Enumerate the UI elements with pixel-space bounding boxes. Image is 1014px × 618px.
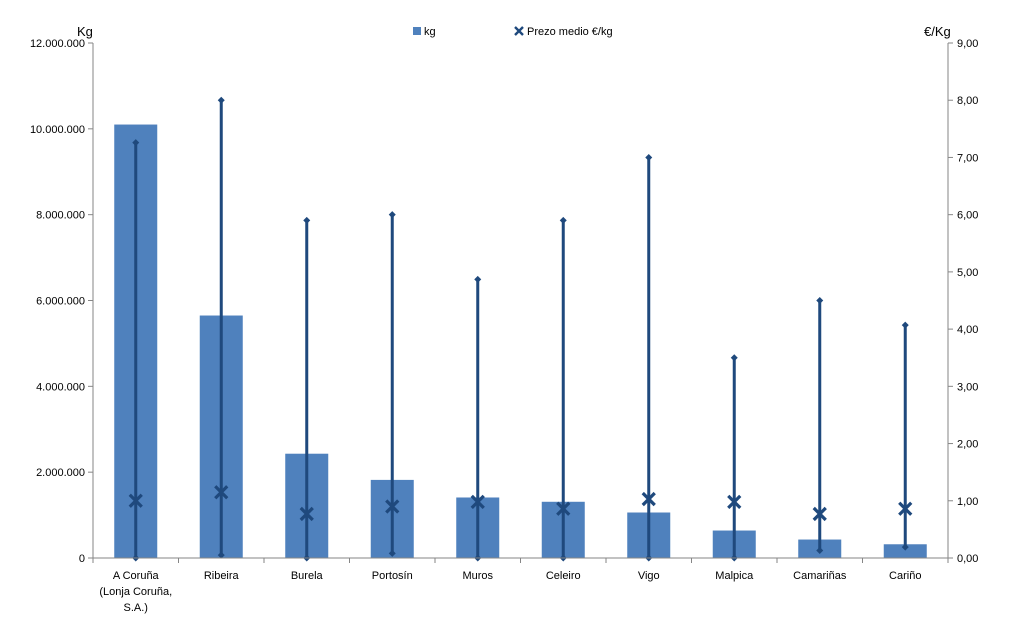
right-tick-label: 9,00 — [957, 38, 978, 50]
price-min-marker — [816, 547, 824, 555]
right-tick-label: 3,00 — [957, 381, 978, 393]
right-tick-label: 0,00 — [957, 553, 978, 565]
price-max-marker — [474, 275, 482, 283]
bar-kg — [883, 544, 927, 558]
price-max-marker — [730, 354, 738, 362]
category-label: Vigo — [638, 570, 660, 582]
price-max-marker — [901, 321, 909, 329]
avg-price-marker — [128, 493, 143, 508]
legend-label-price: Prezo medio €/kg — [527, 26, 613, 38]
avg-price-marker — [641, 491, 656, 507]
price-min-marker — [901, 543, 909, 551]
category-label: Burela — [291, 570, 324, 582]
category-label: Cariño — [889, 570, 921, 582]
right-tick-label: 5,00 — [957, 267, 978, 279]
right-tick-label: 2,00 — [957, 439, 978, 451]
right-tick-label: 4,00 — [957, 324, 978, 336]
left-tick-label: 4.000.000 — [36, 381, 85, 393]
price-max-marker — [217, 96, 225, 104]
category-label: S.A.) — [124, 602, 148, 614]
legend-swatch-kg — [413, 27, 421, 35]
price-max-marker — [816, 297, 824, 304]
avg-price-marker — [556, 501, 571, 516]
legend-marker-price — [514, 26, 524, 36]
category-label: Muros — [462, 570, 493, 582]
price-max-marker — [645, 153, 653, 161]
left-tick-label: 2.000.000 — [36, 467, 85, 479]
avg-price-marker — [470, 494, 485, 510]
left-tick-label: 12.000.000 — [30, 38, 85, 50]
price-min-marker — [388, 549, 396, 557]
category-label: A Coruña — [113, 570, 160, 582]
category-label: Camariñas — [793, 570, 847, 582]
avg-price-marker — [385, 499, 400, 514]
price-min-marker — [217, 551, 225, 559]
left-tick-label: 6.000.000 — [36, 296, 85, 308]
avg-price-marker — [299, 506, 314, 522]
legend-label-kg: kg — [424, 26, 436, 38]
price-max-marker — [132, 139, 140, 147]
right-tick-label: 6,00 — [957, 210, 978, 222]
left-axis-title: Kg — [77, 24, 93, 39]
right-tick-label: 8,00 — [957, 95, 978, 107]
price-max-marker — [303, 216, 311, 224]
right-tick-label: 7,00 — [957, 152, 978, 164]
category-label: Portosín — [372, 570, 413, 582]
right-tick-label: 1,00 — [957, 496, 978, 508]
price-max-marker — [559, 216, 567, 224]
avg-price-marker — [812, 506, 827, 522]
avg-price-marker — [898, 501, 913, 516]
left-tick-label: 8.000.000 — [36, 210, 85, 222]
category-label: (Lonja Coruña, — [99, 586, 172, 598]
avg-price-marker — [727, 494, 742, 510]
left-tick-label: 10.000.000 — [30, 124, 85, 136]
category-label: Celeiro — [546, 570, 581, 582]
left-tick-label: 0 — [79, 553, 85, 565]
category-label: Malpica — [715, 570, 754, 582]
right-axis-title: €/Kg — [924, 24, 951, 39]
avg-price-marker — [214, 485, 229, 500]
category-label: Ribeira — [204, 570, 240, 582]
price-max-marker — [388, 211, 396, 219]
